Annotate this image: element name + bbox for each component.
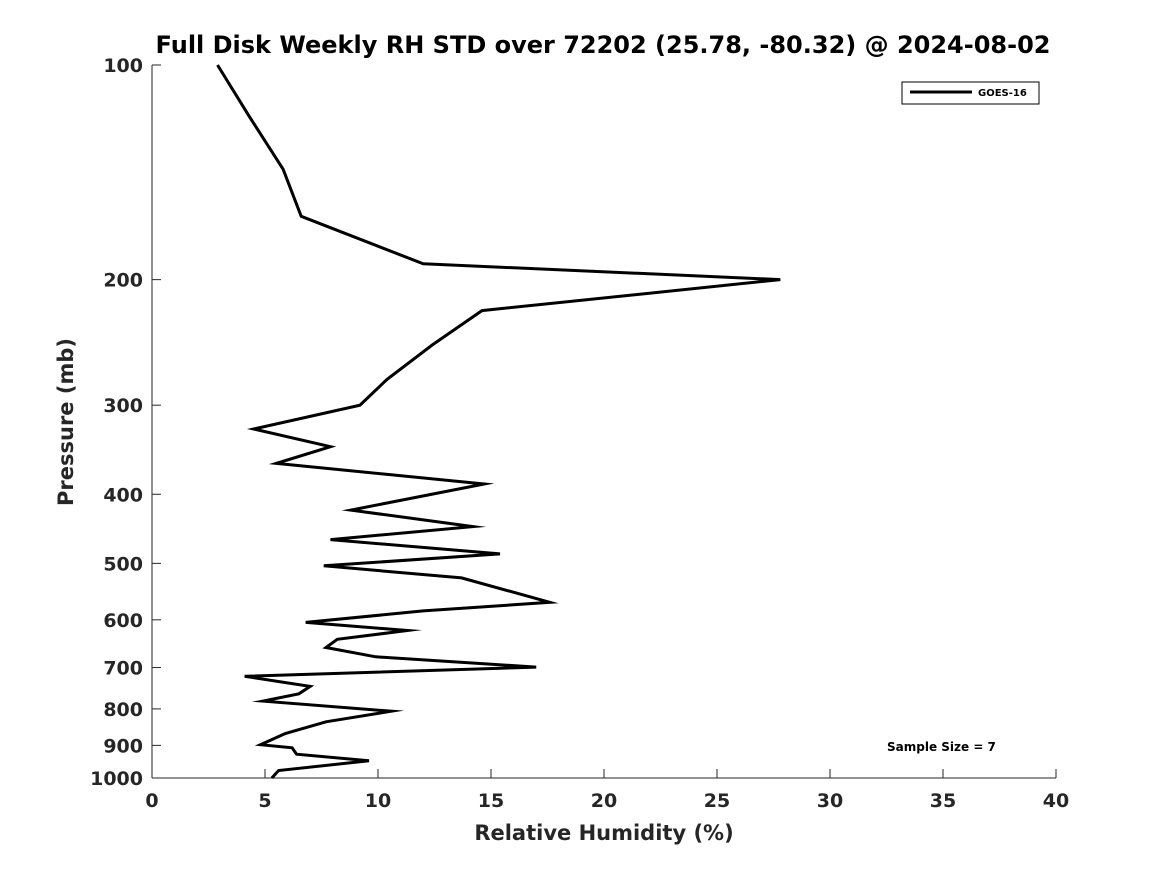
y-axis-label: Pressure (mb)	[54, 338, 78, 506]
y-tick-label: 300	[103, 395, 143, 417]
y-tick-label: 600	[103, 610, 143, 632]
x-tick-label: 0	[145, 790, 158, 812]
y-axis-ticks: 100 200 300 400 500 600 700 800 900 1000	[90, 55, 161, 790]
y-tick-label: 1000	[90, 768, 143, 790]
series-layer	[216, 64, 781, 780]
sample-size-annotation: Sample Size = 7	[887, 740, 996, 754]
legend: GOES-16	[901, 81, 1040, 105]
y-tick-label: 700	[103, 658, 143, 680]
x-tick-label: 40	[1043, 790, 1069, 812]
plot-area	[152, 65, 1056, 778]
x-tick-label: 20	[591, 790, 617, 812]
x-tick-label: 25	[704, 790, 730, 812]
x-tick-label: 10	[365, 790, 391, 812]
x-axis-label: Relative Humidity (%)	[474, 821, 733, 845]
y-tick-label: 200	[103, 270, 143, 292]
y-tick-label: 100	[103, 55, 143, 77]
legend-label-goes-16: GOES-16	[978, 88, 1027, 99]
x-axis-ticks: 0 5 10 15 20 25 30 35 40	[145, 769, 1069, 812]
y-tick-label: 400	[103, 484, 143, 506]
x-tick-label: 30	[817, 790, 843, 812]
y-tick-label: 900	[103, 735, 143, 757]
y-tick-label: 800	[103, 699, 143, 721]
x-tick-label: 5	[258, 790, 271, 812]
x-tick-label: 15	[478, 790, 504, 812]
y-tick-label: 500	[103, 553, 143, 575]
x-tick-label: 35	[930, 790, 956, 812]
series-line-goes-16	[216, 64, 781, 780]
chart-title: Full Disk Weekly RH STD over 72202 (25.7…	[156, 31, 1051, 59]
